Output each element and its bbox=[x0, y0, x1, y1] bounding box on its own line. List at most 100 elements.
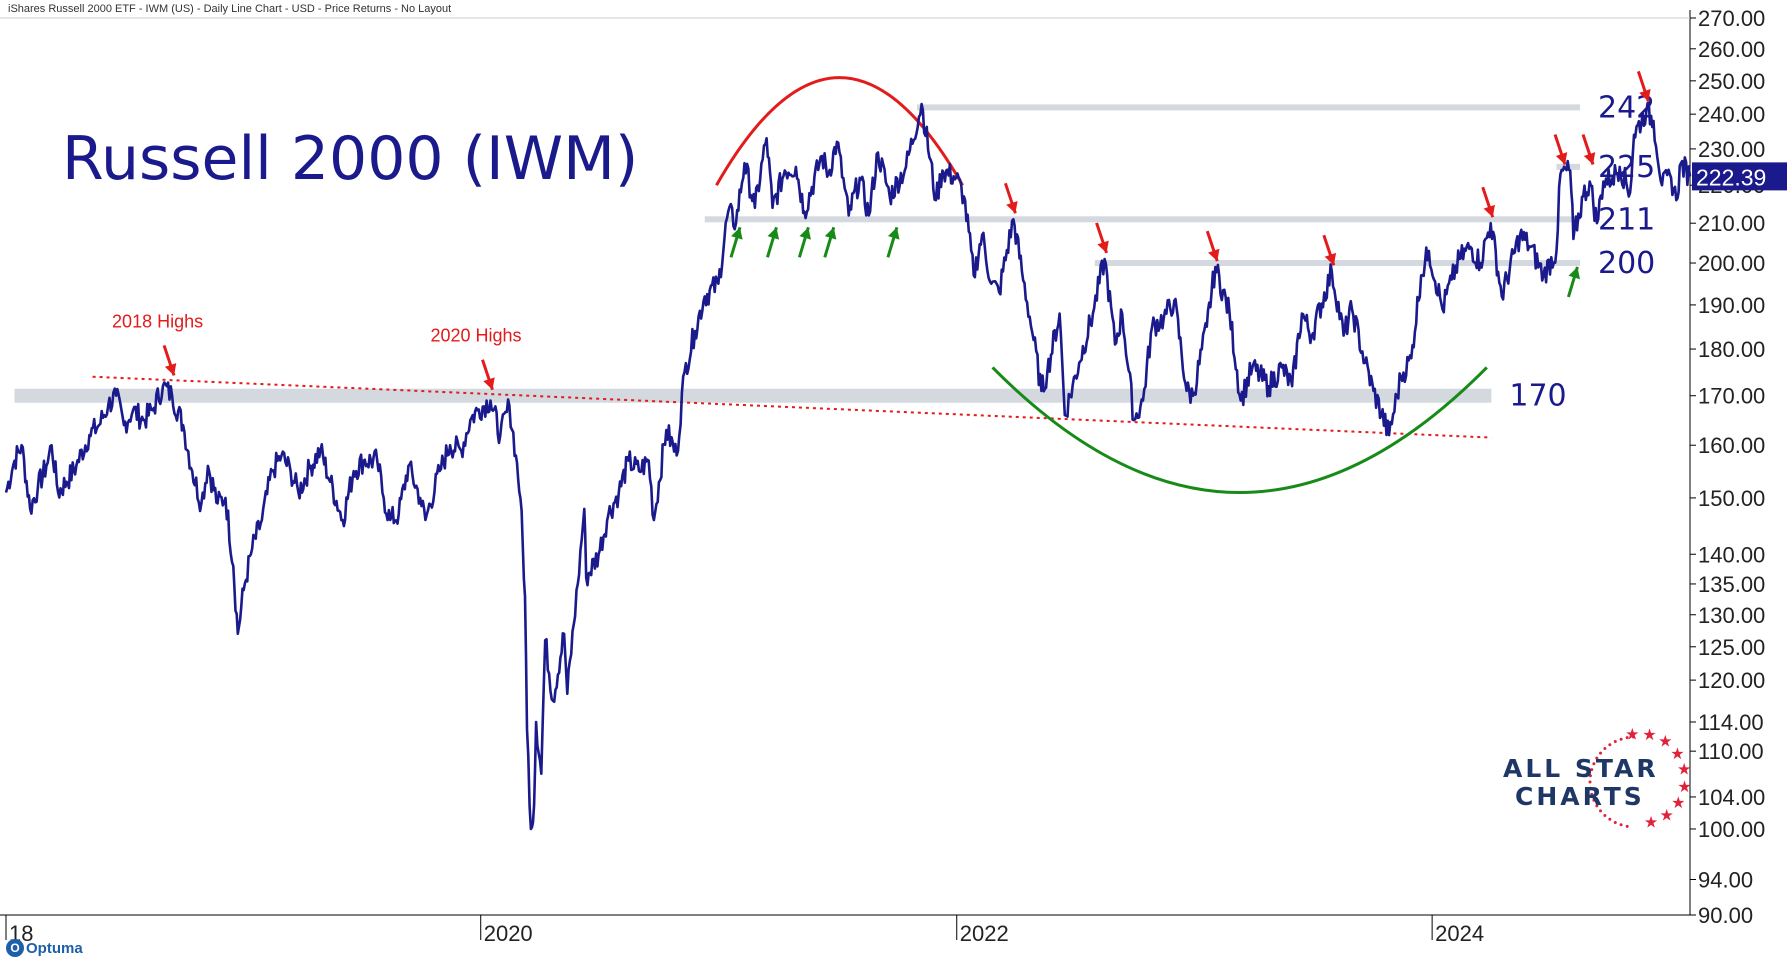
resistance-arrow-head bbox=[1555, 152, 1568, 165]
annotation-arrow bbox=[162, 344, 177, 376]
support-arrow bbox=[886, 226, 900, 258]
logo-dot bbox=[1613, 740, 1617, 744]
y-tick-label: 140.00 bbox=[1698, 542, 1765, 567]
logo-stars: ★ ★ ★★★★★★★ bbox=[1588, 725, 1692, 832]
level-band bbox=[704, 216, 1580, 223]
annotation-label: 2018 Highs bbox=[112, 311, 203, 331]
resistance-arrow-head bbox=[1583, 152, 1596, 165]
last-price-value: 222.39 bbox=[1696, 164, 1766, 190]
annotation-arrow-head bbox=[483, 377, 495, 390]
annotation-arrow bbox=[481, 359, 495, 391]
level-label: 200 bbox=[1598, 246, 1655, 281]
y-tick-label: 260.00 bbox=[1698, 37, 1765, 62]
y-tick-label: 190.00 bbox=[1698, 293, 1765, 318]
logo-dot bbox=[1590, 768, 1594, 772]
resistance-arrow-head bbox=[1639, 89, 1651, 102]
annotation-arrow-head bbox=[164, 363, 177, 376]
y-tick-label: 240.00 bbox=[1698, 102, 1765, 127]
support-arrow bbox=[823, 226, 837, 258]
y-axis: 90.00 94.00 100.00 104.00 110.00 114.00 120.00… bbox=[0, 6, 1765, 928]
logo-dot bbox=[1625, 736, 1629, 740]
logo-star-icon: ★ bbox=[1642, 725, 1656, 744]
rounded-top-arc bbox=[715, 76, 964, 186]
y-tick-label: 114.00 bbox=[1698, 710, 1764, 735]
chart-main-title: Russell 2000 (IWM) bbox=[62, 124, 639, 194]
support-arrow-head bbox=[731, 227, 743, 240]
last-price-box: 222.39 bbox=[1692, 162, 1787, 191]
y-tick-label: 210.00 bbox=[1698, 211, 1765, 236]
level-band bbox=[917, 104, 1580, 111]
support-arrow bbox=[766, 226, 780, 258]
y-tick-label: 230.00 bbox=[1698, 137, 1765, 162]
y-tick-label: 90.00 bbox=[1698, 903, 1753, 928]
logo-dot bbox=[1613, 820, 1617, 824]
logo-dot bbox=[1619, 823, 1623, 827]
support-arrow bbox=[797, 226, 811, 258]
chart-header-title: iShares Russell 2000 ETF - IWM (US) - Da… bbox=[8, 3, 452, 15]
logo-dot bbox=[1608, 743, 1612, 747]
logo-dot bbox=[1619, 737, 1623, 741]
logo-dot bbox=[1588, 774, 1592, 778]
y-tick-label: 110.00 bbox=[1698, 739, 1764, 764]
logo-dot bbox=[1595, 804, 1599, 808]
support-arrow-head bbox=[824, 227, 837, 240]
y-tick-label: 94.00 bbox=[1698, 867, 1753, 892]
y-tick-label: 104.00 bbox=[1698, 785, 1765, 810]
x-axis: 18 2020 2022 2024 bbox=[5, 915, 1484, 946]
logo-dot bbox=[1603, 747, 1607, 751]
resistance-arrow-head bbox=[1208, 248, 1220, 262]
trendline-dotted bbox=[92, 375, 1492, 439]
logo-star-icon: ★ bbox=[1670, 744, 1684, 763]
level-label: 211 bbox=[1598, 202, 1655, 237]
resistance-arrow-head bbox=[1483, 204, 1495, 218]
resistance-arrow bbox=[1095, 222, 1109, 254]
y-tick-label: 160.00 bbox=[1698, 433, 1765, 458]
logo-dot bbox=[1588, 780, 1592, 784]
logo-star-icon: ★ bbox=[1677, 760, 1691, 779]
y-tick-label: 250.00 bbox=[1698, 69, 1765, 94]
x-tick-label: 2020 bbox=[484, 921, 533, 946]
resistance-arrow-head bbox=[1324, 252, 1337, 266]
logo-line-2: CHARTS bbox=[1515, 782, 1645, 811]
logo-star-icon: ★ bbox=[1644, 813, 1658, 832]
y-tick-label: 125.00 bbox=[1698, 635, 1765, 660]
logo-dot bbox=[1631, 735, 1635, 739]
support-arrow bbox=[1566, 266, 1581, 298]
rounded-bottom-arc bbox=[991, 366, 1488, 494]
x-tick-label: 2024 bbox=[1435, 921, 1484, 946]
optuma-label: Optuma bbox=[26, 939, 83, 957]
resistance-arrow bbox=[1581, 134, 1596, 165]
annotations: 2018 Highs 2020 Highs bbox=[112, 311, 522, 345]
y-tick-label: 180.00 bbox=[1698, 337, 1765, 362]
logo-dot bbox=[1595, 756, 1599, 760]
annotation-label: 2020 Highs bbox=[430, 326, 521, 346]
support-arrow-head bbox=[767, 227, 780, 240]
support-arrow-head bbox=[1568, 266, 1581, 280]
logo-dot bbox=[1599, 751, 1603, 755]
resistance-arrow bbox=[1003, 182, 1018, 214]
logo-dot bbox=[1603, 813, 1607, 817]
y-tick-label: 200.00 bbox=[1698, 251, 1765, 276]
level-band bbox=[1094, 260, 1580, 267]
logo-dot bbox=[1592, 798, 1596, 802]
y-tick-label: 120.00 bbox=[1698, 668, 1765, 693]
price-series bbox=[4, 101, 1692, 831]
optuma-logo-icon: O bbox=[6, 939, 24, 957]
x-tick-label: 2022 bbox=[960, 921, 1009, 946]
logo-star-icon: ★ bbox=[1671, 793, 1685, 812]
pattern-arches bbox=[715, 76, 1488, 494]
y-tick-label: 270.00 bbox=[1698, 6, 1765, 31]
last-price-bg bbox=[1692, 162, 1787, 191]
y-tick-label: 100.00 bbox=[1698, 817, 1765, 842]
logo-star-icon: ★ bbox=[1658, 732, 1672, 751]
resistance-arrow bbox=[1481, 186, 1495, 218]
logo-dot bbox=[1608, 817, 1612, 821]
logo-star-icon: ★ bbox=[1677, 777, 1691, 796]
resistance-arrow-head bbox=[1097, 240, 1109, 253]
price-line bbox=[4, 101, 1692, 831]
optuma-watermark: O Optuma bbox=[6, 937, 83, 959]
resistance-arrow bbox=[1636, 70, 1651, 102]
trendline bbox=[92, 375, 1492, 439]
y-tick-label: 150.00 bbox=[1698, 486, 1765, 511]
